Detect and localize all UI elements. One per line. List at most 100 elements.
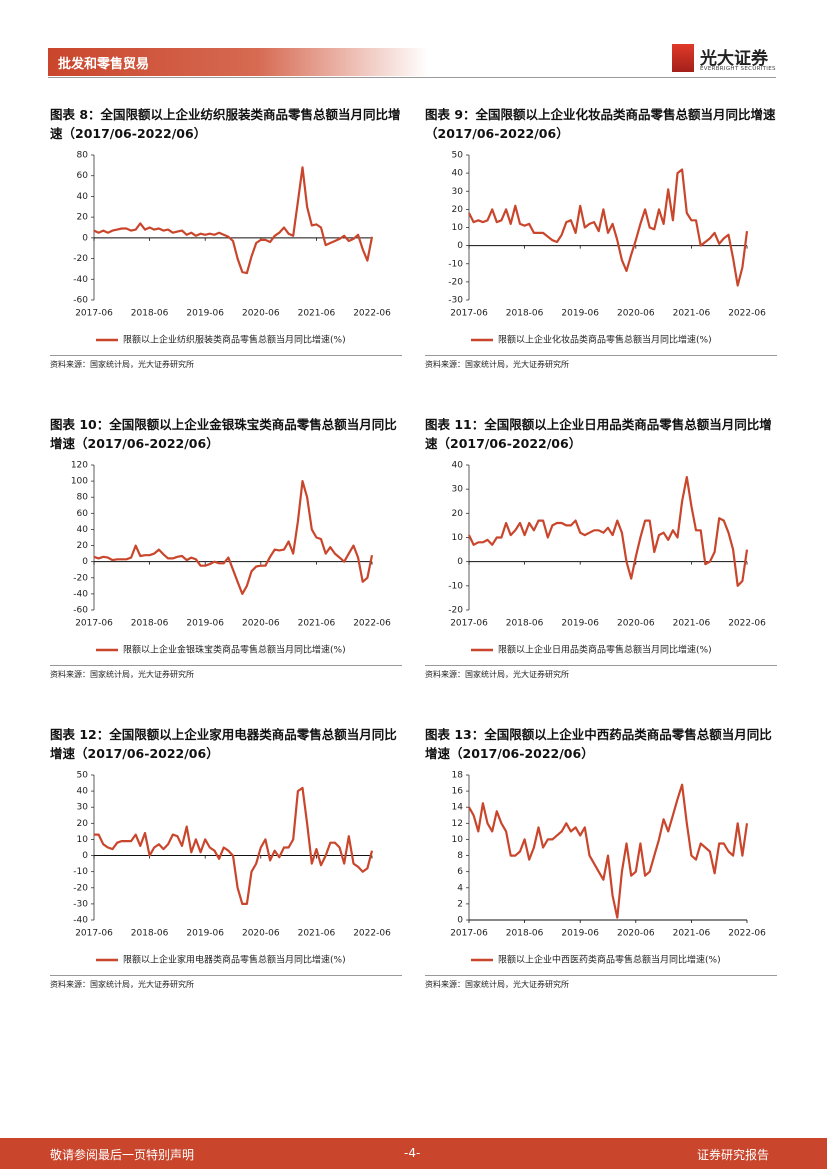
x-tick-label: 2021-06 [673,309,711,319]
y-tick-label: 0 [82,851,88,861]
legend-label: 限额以上企业中西医药类商品零售总额当月同比增速(%) [498,954,721,966]
chart: -40 -30 -20 -10 0 10 20 30 40 50 2017-06 2018-06 201… [73,771,391,966]
footer-right: 证券研究报告 [697,1148,770,1162]
y-tick-label: 100 [71,477,88,487]
header-rule [48,77,776,78]
y-tick-label: 30 [452,485,464,495]
y-tick-label: 16 [452,787,464,797]
x-tick-label: 2017-06 [450,309,488,319]
y-tick-label: 60 [77,171,89,181]
brand-en: EVERBRIGHT SECURITIES [700,66,776,72]
source-note: 资料来源：国家统计局，光大证券研究所 [50,975,402,990]
chart-panel: 图表 8：全国限额以上企业纺织服装类商品零售总额当月同比增速（2017/06-2… [50,105,402,375]
x-tick-label: 2017-06 [450,929,488,939]
brand: 光大证券 [700,49,768,69]
x-tick-label: 2019-06 [561,309,599,319]
y-tick-label: -20 [73,573,88,583]
y-tick-label: 120 [71,461,88,471]
logo [672,44,694,72]
y-tick-label: 6 [457,867,463,877]
source-note: 资料来源：国家统计局，光大证券研究所 [425,355,777,370]
y-tick-label: 20 [77,541,89,551]
page-number: -4- [404,1146,421,1160]
y-tick-label: -60 [73,296,88,306]
y-tick-label: -10 [448,259,463,269]
legend-label: 限额以上企业日用品类商品零售总额当月同比增速(%) [498,644,712,656]
y-tick-label: -20 [73,254,88,264]
x-tick-label: 2020-06 [617,309,655,319]
chart-panel: 图表 11：全国限额以上企业日用品类商品零售总额当月同比增速（2017/06-2… [425,415,777,685]
y-tick-label: 4 [457,883,463,893]
chart-panel: 图表 10：全国限额以上企业金银珠宝类商品零售总额当月同比增速（2017/06-… [50,415,402,685]
series-line [93,480,374,595]
y-tick-label: 0 [457,916,463,926]
header-band [48,48,428,76]
x-tick-label: 2022-06 [728,929,766,939]
y-tick-label: 40 [77,192,89,202]
x-tick-label: 2019-06 [186,309,224,319]
x-tick-label: 2018-06 [131,929,169,939]
y-tick-label: 10 [452,533,464,543]
y-tick-label: 0 [457,241,463,251]
y-tick-label: -10 [73,867,88,877]
x-tick-label: 2019-06 [561,929,599,939]
x-tick-label: 2018-06 [506,929,544,939]
y-tick-label: 40 [452,461,464,471]
x-tick-label: 2020-06 [617,619,655,629]
y-tick-label: -30 [448,296,463,306]
x-tick-label: 2022-06 [353,309,391,319]
footer-band [0,1138,827,1169]
y-tick-label: 40 [452,169,464,179]
x-tick-label: 2022-06 [728,619,766,629]
y-tick-label: 20 [452,509,464,519]
chart: -30 -20 -10 0 10 20 30 40 50 2017-06 2018-06 2019-0… [448,151,766,346]
source-note: 资料来源：国家统计局，光大证券研究所 [425,975,777,990]
chart-title: 图表 11：全国限额以上企业日用品类商品零售总额当月同比增速（2017/06-2… [425,417,772,451]
source-note: 资料来源：国家统计局，光大证券研究所 [50,355,402,370]
y-tick-label: 40 [77,787,89,797]
y-tick-label: 50 [452,151,464,161]
y-tick-label: 20 [452,205,464,215]
x-tick-label: 2021-06 [298,309,336,319]
y-tick-label: -20 [448,606,463,616]
legend-label: 限额以上企业化妆品类商品零售总额当月同比增速(%) [498,334,712,346]
y-tick-label: 80 [77,151,89,161]
y-tick-label: -20 [73,883,88,893]
y-tick-label: 20 [77,213,89,223]
y-tick-label: 30 [452,187,464,197]
legend-label: 限额以上企业家用电器类商品零售总额当月同比增速(%) [123,954,346,966]
y-tick-label: -40 [73,589,88,599]
x-tick-label: 2021-06 [298,619,336,629]
chart-title: 图表 13：全国限额以上企业中西药品类商品零售总额当月同比增速（2017/06-… [425,727,772,761]
x-tick-label: 2022-06 [728,309,766,319]
x-tick-label: 2022-06 [353,619,391,629]
chart-panel: 图表 13：全国限额以上企业中西药品类商品零售总额当月同比增速（2017/06-… [425,725,777,995]
y-tick-label: -20 [448,277,463,287]
footer-left: 敬请参阅最后一页特别声明 [50,1148,195,1162]
x-tick-label: 2017-06 [450,619,488,629]
chart: 0 2 4 6 8 10 12 14 16 18 2017-06 2018-06 2019-06 2020… [450,771,766,966]
legend-label: 限额以上企业金银珠宝类商品零售总额当月同比增速(%) [123,644,346,656]
y-tick-label: -40 [73,916,88,926]
y-tick-label: 30 [77,803,89,813]
y-tick-label: 18 [452,771,464,781]
x-tick-label: 2020-06 [617,929,655,939]
chart: -20 -10 0 10 20 30 40 2017-06 2018-06 2019-06 2020… [448,461,766,656]
y-tick-label: 0 [82,557,88,567]
y-tick-label: 80 [77,493,89,503]
chart-panel: 图表 12：全国限额以上企业家用电器类商品零售总额当月同比增速（2017/06-… [50,725,402,995]
y-tick-label: 40 [77,525,89,535]
x-tick-label: 2022-06 [353,929,391,939]
x-tick-label: 2018-06 [506,309,544,319]
y-tick-label: 0 [457,557,463,567]
series-line [468,783,749,919]
y-tick-label: 10 [77,835,89,845]
y-tick-label: 20 [77,819,89,829]
x-tick-label: 2019-06 [561,619,599,629]
x-tick-label: 2021-06 [673,619,711,629]
y-tick-label: 14 [452,803,464,813]
x-tick-label: 2020-06 [242,619,280,629]
chart-title: 图表 8：全国限额以上企业纺织服装类商品零售总额当月同比增速（2017/06-2… [50,107,401,141]
x-tick-label: 2020-06 [242,309,280,319]
